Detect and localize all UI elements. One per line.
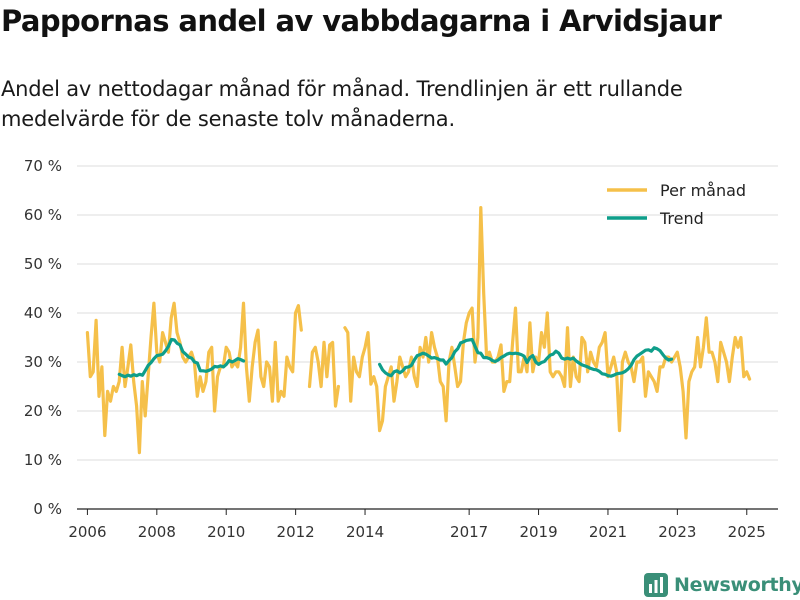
series-trend-line-segment-1 (378, 337, 674, 378)
x-tick-label: 2019 (519, 523, 557, 541)
y-tick-label: 50 % (24, 255, 62, 273)
brand-name: Newsworthy (674, 574, 800, 596)
y-tick-label: 0 % (33, 500, 62, 518)
y-tick-label: 40 % (24, 304, 62, 322)
chart-title: Pappornas andel av vabbdagarna i Arvidsj… (1, 4, 722, 38)
series-trend-line-segment-0 (117, 337, 246, 379)
x-tick-label: 2017 (450, 523, 488, 541)
x-tick-label: 2006 (68, 523, 106, 541)
x-tick-label: 2012 (277, 523, 315, 541)
x-tick-label: 2008 (138, 523, 176, 541)
axes: 0 % 10 % 20 % 30 % 40 % 50 % 60 % 70 % 2006 2008 2… (24, 157, 766, 541)
y-tick-label: 60 % (24, 206, 62, 224)
series-per-manad-line-segment-1 (307, 340, 340, 408)
series-per-manad-line-segment-2 (343, 206, 752, 440)
newsworthy-logo: Newsworthy (644, 570, 800, 600)
bar-chart-logo-icon (644, 573, 668, 597)
y-tick-label: 10 % (24, 451, 62, 469)
x-tick-label: 2023 (658, 523, 696, 541)
legend-label-per-manad: Per månad (660, 181, 746, 200)
legend-label-trend: Trend (659, 209, 704, 228)
y-tick-label: 30 % (24, 353, 62, 371)
chart-subtitle: Andel av nettodagar månad för månad. Tre… (1, 77, 683, 131)
x-tick-label: 2010 (207, 523, 245, 541)
y-tick-label: 70 % (24, 157, 62, 175)
series-per-manad-line-segment-0 (85, 301, 303, 455)
series-lines (85, 206, 752, 455)
x-tick-label: 2021 (589, 523, 627, 541)
legend: Per månad Trend (607, 181, 746, 228)
x-tick-label: 2025 (728, 523, 766, 541)
y-tick-label: 20 % (24, 402, 62, 420)
x-tick-label: 2014 (346, 523, 384, 541)
